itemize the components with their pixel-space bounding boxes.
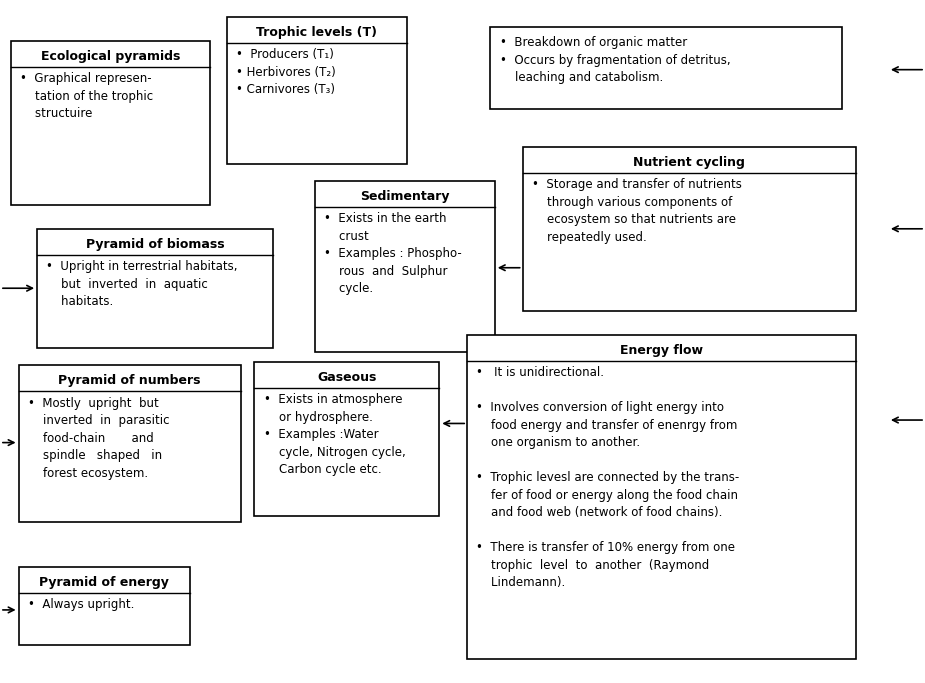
Bar	[11, 41, 210, 205]
Text: Gaseous: Gaseous	[317, 371, 376, 384]
Text: Pyramid of biomass: Pyramid of biomass	[86, 238, 224, 251]
Text: Ecological pyramids: Ecological pyramids	[41, 50, 180, 63]
Text: Energy flow: Energy flow	[620, 344, 703, 357]
Bar	[523, 147, 856, 311]
Text: •   It is unidirectional.

•  Involves conversion of light energy into
    food : • It is unidirectional. • Involves conve…	[476, 366, 740, 589]
Text: Pyramid of energy: Pyramid of energy	[39, 576, 169, 589]
Bar	[18, 365, 241, 522]
Text: •  Exists in the earth
    crust
•  Examples : Phospho-
    rous  and  Sulphur
 : • Exists in the earth crust • Examples :…	[324, 212, 462, 296]
Text: Nutrient cycling: Nutrient cycling	[634, 156, 745, 169]
Text: •  Producers (T₁)
• Herbivores (T₂)
• Carnivores (T₃): • Producers (T₁) • Herbivores (T₂) • Car…	[236, 48, 336, 96]
Text: Trophic levels (T): Trophic levels (T)	[256, 26, 377, 39]
Text: •  Breakdown of organic matter
•  Occurs by fragmentation of detritus,
    leach: • Breakdown of organic matter • Occurs b…	[500, 36, 730, 84]
Text: Pyramid of numbers: Pyramid of numbers	[58, 374, 201, 387]
Bar	[18, 567, 190, 645]
Text: Sedimentary: Sedimentary	[360, 190, 450, 203]
Bar	[37, 229, 273, 348]
Text: •  Exists in atmosphere
    or hydrosphere.
•  Examples :Water
    cycle, Nitrog: • Exists in atmosphere or hydrosphere. •…	[264, 393, 405, 477]
Text: •  Always upright.: • Always upright.	[28, 598, 134, 611]
Bar	[314, 181, 495, 352]
Bar	[254, 362, 439, 516]
Text: •  Upright in terrestrial habitats,
    but  inverted  in  aquatic
    habitats.: • Upright in terrestrial habitats, but i…	[46, 260, 238, 308]
Bar	[490, 27, 842, 109]
Text: •  Mostly  upright  but
    inverted  in  parasitic
    food-chain       and
   : • Mostly upright but inverted in parasit…	[28, 397, 169, 480]
Text: •  Graphical represen-
    tation of the trophic
    structuire: • Graphical represen- tation of the trop…	[20, 72, 154, 120]
Bar	[467, 335, 856, 659]
Text: •  Storage and transfer of nutrients
    through various components of
    ecosy: • Storage and transfer of nutrients thro…	[532, 178, 742, 244]
Bar	[227, 17, 407, 164]
